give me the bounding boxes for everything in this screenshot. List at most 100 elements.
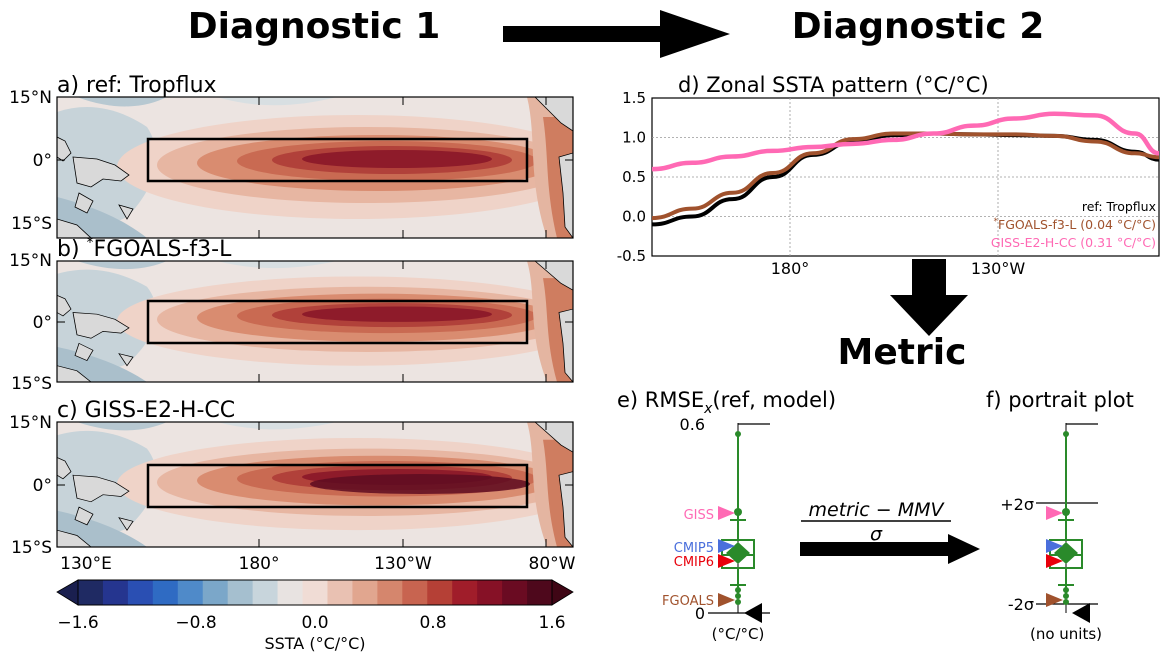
chart-y-tick: 1.0 (622, 129, 646, 147)
marker-reference (744, 603, 762, 623)
lat-label-eq-c: 0° (33, 476, 52, 496)
colorbar: −1.6 −0.8 0.0 0.8 1.6 SSTA (°C/°C) (56, 579, 574, 653)
panel-e-units: (°C/°C) (712, 625, 765, 643)
panel-e-bottom-value: 0 (695, 604, 705, 623)
lat-label-eq-b: 0° (33, 313, 52, 333)
chart-legend: ref: Tropflux *FGOALS-f3-L (0.04 °C/°C) … (991, 199, 1156, 250)
colorbar-cell (252, 580, 279, 605)
lon-label-180: 180° (239, 554, 280, 574)
lon-label-130w: 130°W (374, 554, 432, 574)
right-arrow-top (503, 10, 730, 58)
colorbar-max-extend (551, 579, 574, 606)
colorbar-cell (127, 580, 154, 605)
panel-e-title-sub: x (703, 401, 713, 417)
colorbar-cell (202, 580, 229, 605)
panel-f-title: f) portrait plot (986, 388, 1134, 412)
lat-label-15s-b: 15°S (11, 374, 52, 394)
marker-cmip6 (718, 554, 735, 568)
colorbar-cell (352, 580, 378, 605)
marker-giss (718, 506, 735, 520)
legend-entry-ref: ref: Tropflux (1082, 199, 1156, 214)
heading-diagnostic-1: Diagnostic 1 (188, 6, 441, 47)
map-panel-a-title: a) ref: Tropflux (57, 73, 217, 98)
normalization-formula: metric − MMV σ (801, 499, 951, 545)
chart-panel-d: d) Zonal SSTA pattern (°C/°C) 1.5 1.0 0.5 0… (617, 73, 1160, 278)
lat-label-15n-c: 15°N (9, 413, 52, 433)
map-panel-b: b) *FGOALS-f3-L 15°N 0° 15°S (9, 235, 574, 394)
right-arrow-bottom (800, 534, 980, 564)
colorbar-cell (78, 580, 104, 605)
nino-box-a (146, 137, 529, 183)
portrait-marker-giss (1046, 506, 1063, 520)
portrait-marker-reference (1072, 603, 1090, 623)
chart-y-tick: -0.5 (617, 247, 646, 265)
map-panel-b-star: * (87, 235, 94, 251)
nino-box-c (146, 463, 529, 509)
legend-entry-fgoals-star: * (994, 217, 999, 227)
panel-e-top-value: 0.6 (680, 415, 705, 434)
colorbar-min-extend (56, 579, 79, 606)
label-giss: GISS (684, 508, 714, 523)
colorbar-cell (427, 580, 453, 605)
colorbar-cell (227, 580, 254, 605)
chart-series-line (652, 131, 1159, 221)
chart-x-tick-130w: 130°W (971, 259, 1026, 278)
panel-e-boxplot: e) RMSEx(ref, model) 0.6 0 (°C/°C) GISS … (617, 388, 836, 643)
colorbar-label: SSTA (°C/°C) (264, 634, 365, 653)
portrait-marker-cmip6 (1046, 554, 1063, 568)
lon-label-80w: 80°W (529, 554, 576, 574)
map-panel-b-title: b) *FGOALS-f3-L (57, 235, 232, 262)
colorbar-cell (177, 580, 204, 605)
panel-f-portrait: f) portrait plot +2σ -2σ (no units) (986, 388, 1134, 643)
portrait-marker-fgoals (1046, 593, 1063, 607)
lat-label-15s-c: 15°S (11, 538, 52, 558)
label-cmip6: CMIP6 (674, 555, 714, 570)
chart-y-tick: 1.5 (622, 89, 646, 107)
heading-diagnostic-2: Diagnostic 2 (792, 6, 1045, 47)
chart-y-tick: 0.0 (622, 208, 646, 226)
colorbar-tick-2: 0.0 (301, 613, 328, 633)
map-panel-c-title: c) GISS-E2-H-CC (57, 398, 235, 423)
colorbar-cell (402, 580, 428, 605)
label-cmip5: CMIP5 (674, 541, 714, 556)
lat-label-eq-a: 0° (33, 151, 52, 171)
colorbar-cell (377, 580, 403, 605)
panel-e-title-prefix: e) RMSE (617, 388, 704, 412)
map-panel-c: c) GISS-E2-H-CC 15°N 0° 15°S 130°E 180° … (9, 398, 576, 574)
panel-f-minus-2sigma: -2σ (1008, 595, 1034, 614)
colorbar-tick-4: 1.6 (538, 613, 565, 633)
chart-y-tick: 0.5 (622, 168, 646, 186)
portrait-marker-cmip5 (1046, 539, 1063, 553)
lat-label-15n-a: 15°N (9, 88, 52, 108)
map-panel-b-title-prefix: b) (57, 237, 87, 262)
colorbar-cell (327, 580, 353, 605)
colorbar-cell (477, 580, 503, 605)
colorbar-cell (102, 580, 129, 605)
legend-entry-giss: GISS-E2-H-CC (0.31 °C/°C) (991, 235, 1156, 250)
down-arrow (890, 259, 968, 336)
colorbar-tick-3: 0.8 (419, 613, 446, 633)
colorbar-cell (502, 580, 528, 605)
colorbar-cell (527, 580, 553, 605)
panel-f-units: (no units) (1030, 625, 1102, 643)
heading-metric: Metric (838, 332, 967, 373)
label-fgoals: FGOALS (662, 594, 714, 609)
legend-entry-fgoals: *FGOALS-f3-L (0.04 °C/°C) (994, 217, 1156, 232)
chart-title: d) Zonal SSTA pattern (°C/°C) (678, 73, 989, 97)
formula-denominator: σ (870, 523, 883, 545)
marker-fgoals (718, 593, 735, 607)
colorbar-cell (302, 580, 328, 605)
panel-f-plus-2sigma: +2σ (1000, 495, 1034, 514)
colorbar-tick-0: −1.6 (57, 613, 98, 633)
lon-label-130e: 130°E (60, 554, 112, 574)
chart-series-line (652, 111, 1159, 172)
nino-box-b (146, 299, 529, 345)
chart-x-tick-180: 180° (771, 259, 810, 278)
colorbar-cell (152, 580, 179, 605)
lat-label-15n-b: 15°N (9, 251, 52, 271)
legend-entry-fgoals-text: FGOALS-f3-L (0.04 °C/°C) (998, 217, 1156, 232)
lat-label-15s-a: 15°S (11, 214, 52, 234)
panel-e-title: e) RMSEx(ref, model) (617, 388, 836, 417)
